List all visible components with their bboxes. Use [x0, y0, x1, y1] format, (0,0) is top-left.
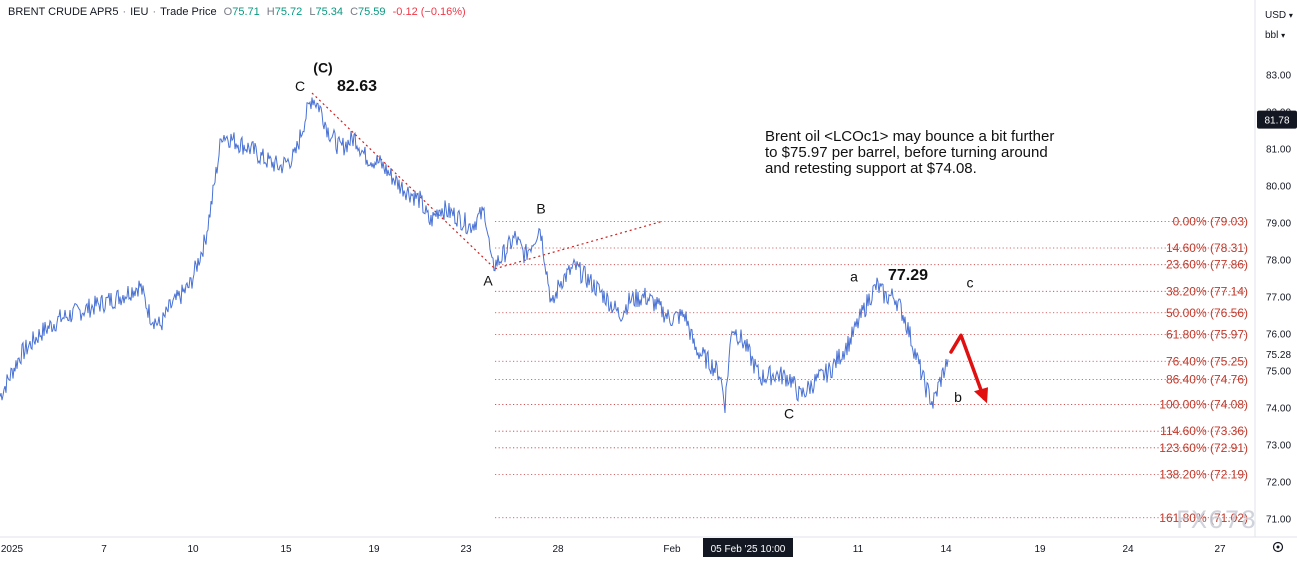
forecast-arrow-head [974, 387, 988, 404]
wave-labels: (C) C 82.63 A Ba 77.29 c Cb [295, 60, 974, 422]
chevron-down-icon: ▾ [1288, 11, 1293, 20]
fib-label: 100.00% (74.08) [1159, 398, 1248, 412]
wave-label: b [954, 389, 962, 405]
y-tick-label: 73.00 [1266, 441, 1291, 452]
symbol-name[interactable]: BRENT CRUDE APR5 [8, 6, 119, 18]
fibonacci-levels: 0.00% (79.03) 14.60% (78.31) 23.60% (77.86… [495, 214, 1248, 525]
fib-label: 0.00% (79.03) [1173, 214, 1248, 228]
x-tick-label: 15 [280, 544, 292, 555]
y-axis-ticks: 83.0082.0081.0080.0079.0078.0077.0076.00… [1266, 71, 1291, 526]
watermark-logo: FX678 [1176, 506, 1258, 534]
annotation-text: Brent oil <LCOc1> may bounce a bit furth… [765, 128, 1054, 177]
annotation-line: and retesting support at $74.08. [765, 160, 977, 177]
x-axis-ticks: 2025 7 10 15 19 23 28 Feb 11 14 19 24 27 [1, 544, 1226, 555]
high-label: H [266, 6, 275, 18]
high-value: 75.72 [274, 6, 303, 18]
x-tick-label: 7 [101, 544, 107, 555]
wave-label: C [784, 406, 794, 422]
wave-label: 77.29 [888, 267, 928, 284]
settings-icon-ring [1272, 541, 1284, 553]
y-tick-label: 83.00 [1266, 71, 1291, 82]
x-tick-label: 24 [1122, 544, 1134, 555]
wave-label: B [536, 200, 545, 216]
close-value: 75.59 [358, 6, 386, 18]
y-tick-label: 76.00 [1266, 330, 1291, 341]
time-highlight-label: 05 Feb '25 10:00 [711, 544, 786, 555]
fib-label: 76.40% (75.25) [1166, 354, 1248, 368]
change-value: -0.12 (−0.16%) [392, 6, 466, 18]
last-price-label: 81.78 [1264, 116, 1289, 127]
x-tick-label: 28 [552, 544, 564, 555]
fib-label: 114.60% (73.36) [1160, 424, 1248, 438]
y-tick-label: 79.00 [1266, 219, 1291, 230]
x-tick-label: 19 [368, 544, 380, 555]
x-tick-label: 23 [460, 544, 472, 555]
time-highlight-box [703, 538, 793, 557]
open-value: 75.71 [232, 6, 260, 18]
trend-line [494, 220, 663, 270]
settings-icon-dot [1276, 545, 1280, 549]
symbol-header: BRENT CRUDE APR5 · IEU · Trade Price O75.71 … [8, 6, 466, 18]
currency-label: USD [1265, 10, 1287, 21]
chevron-down-icon: ▾ [1281, 31, 1286, 40]
x-tick-label: 2025 [1, 544, 24, 555]
fib-label: 161.80% (71.02) [1159, 511, 1248, 525]
close-label: C [350, 6, 359, 18]
y-tick-label: 80.00 [1266, 182, 1291, 193]
unit-label: bbl [1265, 30, 1279, 41]
x-tick-label: 27 [1214, 544, 1226, 555]
fib-label: 38.20% (77.14) [1166, 284, 1248, 298]
x-tick-label: 10 [187, 544, 199, 555]
wave-label: C [295, 78, 305, 94]
trend-line [311, 92, 496, 270]
fib-label: 86.40% (74.76) [1166, 372, 1248, 386]
price-series-line [0, 97, 949, 414]
low-label: L [309, 6, 316, 18]
forecast-arrow-line [949, 333, 986, 401]
y-tick-label: 71.00 [1266, 515, 1291, 526]
settings-icon[interactable] [1272, 541, 1284, 553]
wave-label: A [483, 272, 493, 288]
currency-selector[interactable]: USD ▾ [1265, 10, 1293, 21]
x-tick-label: 11 [853, 544, 864, 555]
annotation-line: to $75.97 per barrel, before turning aro… [765, 144, 1048, 161]
annotation-line: Brent oil <LCOc1> may bounce a bit furth… [765, 128, 1054, 145]
y-tick-label: 77.00 [1266, 293, 1291, 304]
fib-label: 14.60% (78.31) [1166, 241, 1248, 255]
last-price-badge [1257, 110, 1297, 129]
unit-selector[interactable]: bbl ▾ [1265, 30, 1285, 41]
x-tick-label: Feb [663, 544, 681, 555]
fib-label: 138.20% (72.19) [1159, 467, 1248, 481]
current-price-label: 75.28 [1266, 350, 1291, 361]
fib-label: 50.00% (76.56) [1166, 306, 1248, 320]
wave-label: c [967, 274, 974, 290]
wave-label: a [850, 269, 858, 285]
y-tick-label: 72.00 [1266, 478, 1291, 489]
wave-label: 82.63 [337, 78, 377, 95]
price-type: Trade Price [160, 6, 217, 18]
y-tick-label: 81.00 [1266, 145, 1291, 156]
x-tick-label: 19 [1034, 544, 1046, 555]
fib-label: 23.60% (77.86) [1166, 258, 1248, 272]
exchange-name: IEU [130, 6, 149, 18]
y-tick-label: 75.00 [1266, 367, 1291, 378]
y-tick-label: 78.00 [1266, 256, 1291, 267]
fib-label: 61.80% (75.97) [1166, 328, 1248, 342]
fib-label: 123.60% (72.91) [1159, 441, 1248, 455]
x-tick-label: 14 [940, 544, 952, 555]
y-tick-label: 74.00 [1266, 404, 1291, 415]
wave-label: (C) [313, 60, 332, 76]
open-label: O [223, 6, 233, 18]
low-value: 75.34 [315, 6, 343, 18]
